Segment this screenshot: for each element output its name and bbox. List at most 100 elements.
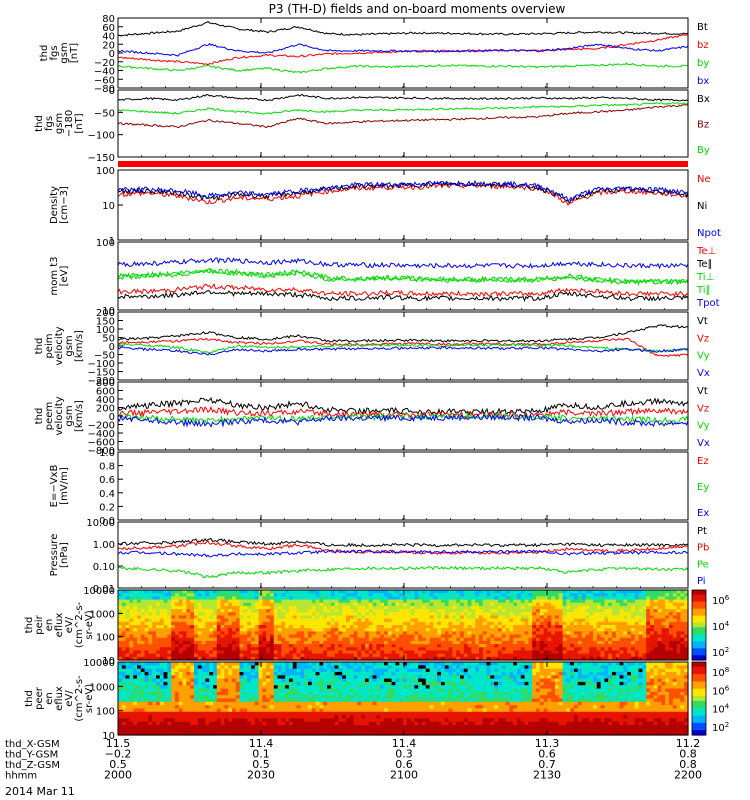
spectrogram-cell <box>376 625 381 629</box>
spectrogram-cell <box>353 634 358 639</box>
spectrogram-cell <box>558 640 564 645</box>
spectrogram-cell <box>175 596 180 601</box>
spectrogram-cell <box>156 637 161 642</box>
spectrogram-cell <box>349 640 355 645</box>
spectrogram-cell <box>558 621 564 626</box>
spectrogram-cell <box>239 625 244 629</box>
spectrogram-cell <box>608 615 613 620</box>
series-line-bx <box>117 42 689 57</box>
spectrogram-cell <box>319 653 324 658</box>
spectrogram-cell <box>186 698 191 703</box>
spectrogram-cell <box>201 615 206 620</box>
spectrogram-cell <box>684 644 689 648</box>
spectrogram-cell <box>266 631 271 636</box>
spectrogram-cell <box>422 593 427 597</box>
spectrogram-cell <box>619 634 624 639</box>
spectrogram-cell <box>266 634 271 639</box>
spectrogram-cell <box>604 640 609 645</box>
spectrogram-cell <box>163 718 168 723</box>
spectrogram-cell <box>118 705 123 710</box>
spectrogram-cell <box>482 637 488 642</box>
spectrogram-cell <box>558 602 564 607</box>
spectrogram-cell <box>118 671 123 676</box>
spectrogram-cell <box>460 615 465 620</box>
spectrogram-cell <box>144 688 149 693</box>
spectrogram-cell <box>399 618 404 623</box>
spectrogram-cell <box>144 728 149 733</box>
spectrogram-cell <box>520 631 526 636</box>
spectrogram-cell <box>220 708 225 713</box>
spectrogram-cell <box>387 628 393 632</box>
spectrogram-cell <box>361 634 366 639</box>
spectrogram-cell <box>532 593 537 597</box>
spectrogram-cell <box>612 621 617 626</box>
spectrogram-cell <box>258 625 263 629</box>
spectrogram-cell <box>577 631 583 636</box>
spectrogram-cell <box>121 711 127 716</box>
spectrogram-cell <box>152 688 157 693</box>
legend-entry: bz <box>697 40 709 51</box>
spectrogram-cell <box>517 605 522 610</box>
spectrogram-cell <box>270 637 275 642</box>
spectrogram-cell <box>330 615 336 620</box>
spectrogram-cell <box>243 644 248 648</box>
spectrogram-cell <box>334 609 339 613</box>
spectrogram-cell <box>152 628 157 632</box>
spectrogram-cell <box>178 721 184 726</box>
spectrogram-cell <box>384 615 389 620</box>
spectrogram-cell <box>429 653 434 658</box>
spectrogram-cell <box>543 637 548 642</box>
spectrogram-cell <box>254 705 260 710</box>
spectrogram-cell <box>144 685 149 690</box>
spectrogram-cell <box>657 615 662 620</box>
spectrogram-cell <box>558 596 564 601</box>
spectrogram-cell <box>368 596 374 601</box>
spectrogram-cell <box>251 625 256 629</box>
spectrogram-cell <box>228 681 233 686</box>
spectrogram-cell <box>186 609 191 613</box>
spectrogram-cell <box>581 653 586 658</box>
colorbar-cell <box>692 657 706 661</box>
spectrogram-cell <box>387 634 393 639</box>
panel-frame <box>117 17 689 89</box>
spectrogram-cell <box>593 625 598 629</box>
spectrogram-cell <box>372 637 377 642</box>
spectrogram-cell <box>205 612 210 617</box>
colorbar-cell <box>692 643 706 647</box>
spectrogram-cell <box>251 593 256 597</box>
spectrogram-cell <box>156 656 161 661</box>
spectrogram-cell <box>289 599 294 604</box>
spectrogram-cell <box>292 634 298 639</box>
spectrogram-cell <box>224 715 229 720</box>
spectrogram-cell <box>589 593 594 597</box>
spectrogram-cell <box>596 609 602 613</box>
spectrogram-cell <box>209 647 214 652</box>
spectrogram-cell <box>171 653 176 658</box>
spectrogram-cell <box>528 631 533 636</box>
spectrogram-cell <box>634 637 640 642</box>
spectrogram-cell <box>380 625 385 629</box>
spectrogram-cell <box>494 644 499 648</box>
y-axis-label: [eV] <box>59 266 70 287</box>
spectrogram-cell <box>631 637 636 642</box>
spectrogram-cell <box>311 671 317 676</box>
spectrogram-cell <box>137 688 142 693</box>
spectrogram-cell <box>285 718 290 723</box>
spectrogram-cell <box>292 671 298 676</box>
spectrogram-cell <box>121 728 127 733</box>
spectrogram-cell <box>304 685 309 690</box>
spectrogram-cell <box>137 599 142 604</box>
spectrogram-cell <box>296 708 301 713</box>
spectrogram-cell <box>319 634 324 639</box>
spectrogram-cell <box>254 596 260 601</box>
spectrogram-cell <box>273 701 279 706</box>
spectrogram-cell <box>178 715 184 720</box>
spectrogram-cell <box>163 602 168 607</box>
spectrogram-cell <box>235 593 241 597</box>
spectrogram-cell <box>513 644 518 648</box>
spectrogram-cell <box>285 599 290 604</box>
spectrogram-cell <box>600 656 605 661</box>
spectrogram-cell <box>456 640 461 645</box>
spectrogram-cell <box>205 596 210 601</box>
spectrogram-cell <box>235 662 241 666</box>
